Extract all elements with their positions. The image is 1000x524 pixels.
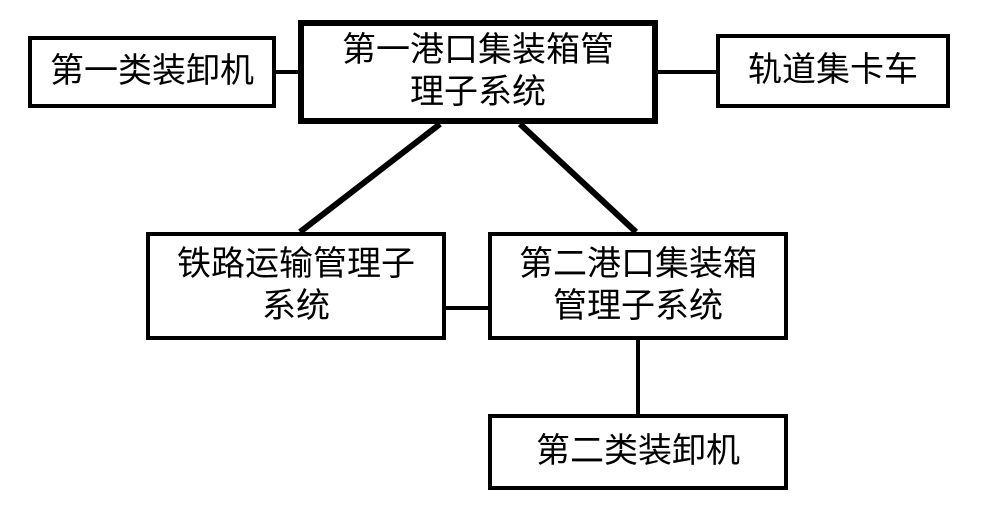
node-truck-label: 轨道集卡车 xyxy=(748,50,918,93)
node-port1: 第一港口集装箱管 理子系统 xyxy=(298,20,658,124)
node-rail-label-l2: 系统 xyxy=(177,286,415,329)
node-port1-label: 第一港口集装箱管 理子系统 xyxy=(342,30,614,115)
node-rail-label: 铁路运输管理子 系统 xyxy=(177,244,415,329)
node-port2-label-l2: 管理子系统 xyxy=(519,286,757,329)
edge-port1-port2 xyxy=(520,124,636,232)
node-rail-label-l1: 铁路运输管理子 xyxy=(177,244,415,287)
node-rail: 铁路运输管理子 系统 xyxy=(146,232,446,340)
edge-port1-rail xyxy=(300,124,440,232)
diagram-stage: 第一类装卸机 第一港口集装箱管 理子系统 轨道集卡车 铁路运输管理子 系统 第二… xyxy=(0,0,1000,524)
node-loader2: 第二类装卸机 xyxy=(488,414,788,490)
node-port1-label-l2: 理子系统 xyxy=(342,72,614,115)
node-port2-label: 第二港口集装箱 管理子系统 xyxy=(519,244,757,329)
node-loader2-label: 第二类装卸机 xyxy=(536,431,740,474)
node-truck: 轨道集卡车 xyxy=(716,34,950,108)
node-port2: 第二港口集装箱 管理子系统 xyxy=(488,232,788,340)
node-loader1-label: 第一类装卸机 xyxy=(50,51,254,94)
node-loader1: 第一类装卸机 xyxy=(28,36,276,108)
node-port1-label-l1: 第一港口集装箱管 xyxy=(342,30,614,73)
node-port2-label-l1: 第二港口集装箱 xyxy=(519,244,757,287)
